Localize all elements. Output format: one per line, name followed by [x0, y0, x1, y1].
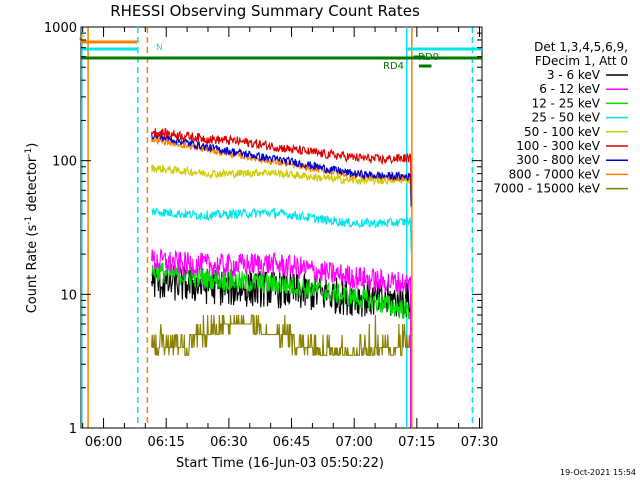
- x-tick-label: 07:00: [335, 435, 372, 450]
- plot-frame: [80, 26, 483, 429]
- series-line-3: [151, 207, 412, 252]
- legend-label: 7000 - 15000 keV: [493, 182, 600, 196]
- series-line-4: [151, 164, 412, 210]
- series-line-5: [151, 127, 412, 188]
- x-tick-label: 06:45: [273, 435, 310, 450]
- footer-timestamp: 19-Oct-2021 15:54: [560, 468, 636, 477]
- legend-label: 25 - 50 keV: [532, 111, 601, 125]
- y-axis-label: Count Rate (s-1 detector-1): [24, 143, 40, 314]
- x-tick-label: 06:15: [147, 435, 184, 450]
- y-tick-label: 100: [52, 155, 77, 170]
- series-line-6: [151, 132, 412, 207]
- x-tick-label: 06:30: [210, 435, 247, 450]
- y-tick-label: 1000: [44, 21, 77, 36]
- x-tick-label: 07:30: [461, 435, 498, 450]
- legend-label: 50 - 100 keV: [524, 125, 601, 139]
- legend-header-det: Det 1,3,4,5,6,9,: [534, 40, 628, 54]
- y-tick-label: 1: [69, 422, 77, 437]
- legend-label: 12 - 25 keV: [532, 96, 601, 110]
- legend-header-fdecim: FDecim 1, Att 0: [535, 54, 628, 68]
- series-line-8: [151, 314, 412, 428]
- rd0-flag-label: RD0: [418, 52, 439, 63]
- chart-title: RHESSI Observing Summary Count Rates: [110, 2, 420, 20]
- series-line-2: [151, 262, 412, 428]
- x-tick-label: 06:00: [85, 435, 122, 450]
- legend-label: 800 - 7000 keV: [509, 167, 601, 181]
- x-axis-label: Start Time (16-Jun-03 05:50:22): [176, 456, 384, 471]
- series-line-1: [151, 248, 412, 428]
- legend-label: 3 - 6 keV: [547, 68, 601, 82]
- legend-label: 6 - 12 keV: [539, 82, 601, 96]
- rd4-flag-label: RD4: [383, 61, 404, 72]
- legend-label: 300 - 800 keV: [516, 153, 600, 167]
- legend: Det 1,3,4,5,6,9, FDecim 1, Att 0 3 - 6 k…: [493, 40, 628, 196]
- y-tick-label: 10: [60, 288, 77, 303]
- n-flag-label: N: [156, 43, 163, 53]
- legend-label: 100 - 300 keV: [516, 139, 600, 153]
- x-tick-label: 07:15: [398, 435, 435, 450]
